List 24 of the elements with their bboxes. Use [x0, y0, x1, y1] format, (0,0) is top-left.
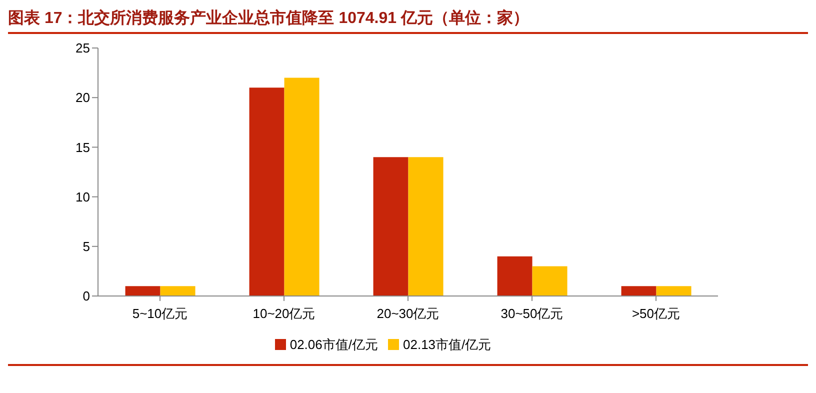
y-tick-label: 25 — [76, 40, 90, 56]
bar — [532, 266, 568, 296]
x-tick-label: >50亿元 — [632, 306, 680, 322]
bar — [125, 286, 160, 296]
y-tick-label: 5 — [82, 239, 90, 254]
y-tick-label: 20 — [76, 90, 90, 106]
bar — [497, 256, 532, 296]
y-tick-label: 10 — [76, 189, 90, 204]
bar — [408, 157, 444, 296]
chart-title: 图表 17：北交所消费服务产业企业总市值降至 1074.91 亿元（单位：家） — [8, 8, 808, 34]
legend-label: 02.06市值/亿元 — [290, 337, 378, 352]
x-tick-label: 30~50亿元 — [500, 306, 564, 322]
bar — [656, 286, 692, 296]
x-tick-label: 5~10亿元 — [132, 306, 188, 322]
legend-label: 02.13市值/亿元 — [403, 337, 492, 352]
bar — [249, 88, 284, 296]
x-tick-label: 20~30亿元 — [376, 306, 440, 322]
y-tick-label: 0 — [82, 288, 90, 304]
bar — [373, 157, 408, 296]
x-tick-label: 10~20亿元 — [252, 306, 316, 322]
bar — [284, 78, 320, 296]
bar — [621, 286, 656, 296]
bar — [160, 286, 196, 296]
y-tick-label: 15 — [76, 140, 90, 155]
